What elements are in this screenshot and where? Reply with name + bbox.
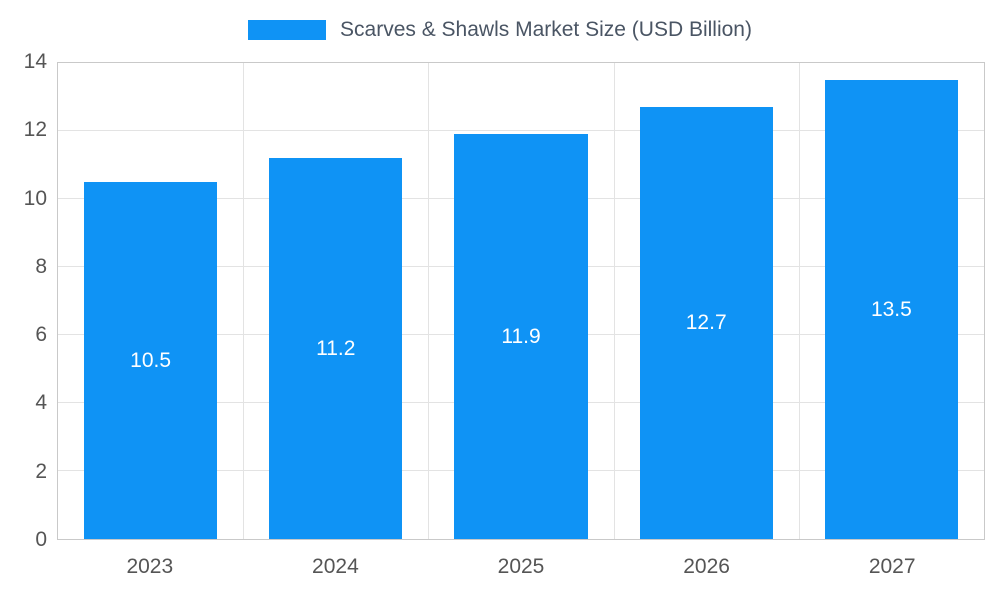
bar-2025[interactable]: 11.9 [454,134,588,539]
gridline-vertical [613,63,615,539]
bar-2023[interactable]: 10.5 [83,182,218,539]
bar-value-label: 11.9 [501,324,541,348]
y-tick-label: 10 [23,186,47,210]
bar-2024[interactable]: 11.2 [269,158,403,539]
bar-2027[interactable]: 13.5 [824,80,959,539]
bar-value-label: 10.5 [130,348,172,372]
y-tick-label: 6 [35,323,47,347]
chart-title: Scarves & Shawls Market Size (USD Billio… [340,18,752,41]
bar-value-label: 12.7 [685,311,727,335]
bar-2026[interactable]: 12.7 [639,107,773,539]
y-tick-label: 12 [23,118,47,142]
x-tick-label: 2025 [497,555,545,578]
x-tick-label: 2024 [312,555,359,578]
x-tick-label: 2026 [683,555,730,578]
bar-value-label: 13.5 [870,297,912,321]
y-tick-label: 14 [23,50,47,73]
gridline-horizontal [58,130,984,131]
gridline-vertical [798,63,800,539]
y-tick-label: 2 [35,459,47,483]
x-tick-label: 2023 [126,555,174,578]
y-tick-label: 8 [35,254,47,278]
legend-swatch-icon [248,20,327,40]
gridline-vertical [243,63,245,539]
bar-value-label: 11.2 [316,336,356,360]
y-tick-label: 4 [35,391,47,415]
x-tick-label: 2027 [868,555,916,578]
y-tick-label: 0 [35,528,47,551]
gridline-vertical [428,63,430,539]
plot-area: 10.5 11.2 11.9 12.7 13.5 [57,62,985,540]
chart-legend: Scarves & Shawls Market Size (USD Billio… [0,18,1000,42]
